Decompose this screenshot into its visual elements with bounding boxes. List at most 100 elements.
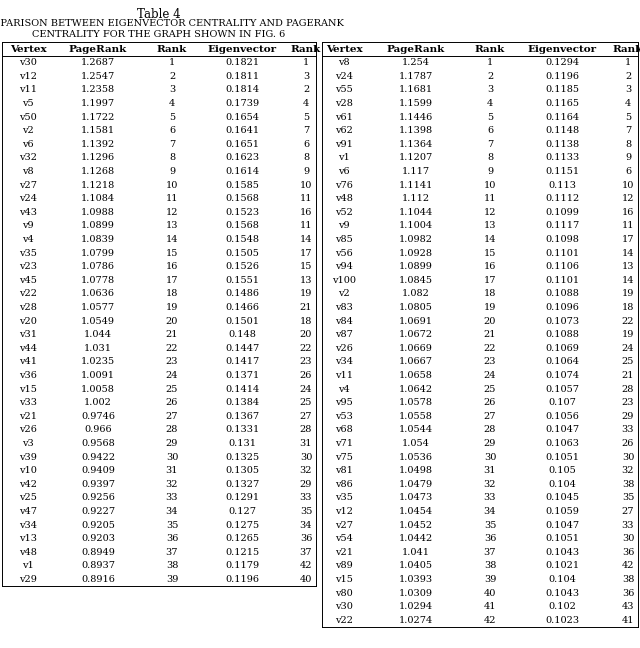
Text: 35: 35 (622, 494, 634, 502)
Text: v15: v15 (19, 385, 37, 394)
Text: 38: 38 (622, 575, 634, 584)
Text: v1: v1 (338, 154, 350, 163)
Text: 0.1294: 0.1294 (545, 58, 579, 67)
Text: 1.0235: 1.0235 (81, 358, 115, 367)
Text: 29: 29 (166, 439, 178, 448)
Text: 1.0642: 1.0642 (399, 385, 433, 394)
Text: 9: 9 (487, 167, 493, 176)
Text: 0.1466: 0.1466 (225, 303, 259, 312)
Text: 0.104: 0.104 (548, 575, 576, 584)
Text: 18: 18 (622, 303, 634, 312)
Text: 22: 22 (621, 317, 634, 326)
Text: 2: 2 (169, 72, 175, 81)
Text: 11: 11 (300, 194, 312, 203)
Text: v50: v50 (19, 113, 37, 122)
Text: 1.0393: 1.0393 (399, 575, 433, 584)
Text: 0.8937: 0.8937 (81, 562, 115, 570)
Text: v29: v29 (19, 575, 37, 584)
Text: v48: v48 (19, 548, 37, 557)
Text: 1.0309: 1.0309 (399, 588, 433, 597)
Text: 0.1148: 0.1148 (545, 126, 579, 135)
Text: 1.041: 1.041 (402, 548, 430, 557)
Text: v48: v48 (335, 194, 353, 203)
Text: 1.0636: 1.0636 (81, 290, 115, 299)
Text: 21: 21 (300, 303, 312, 312)
Text: 0.1548: 0.1548 (225, 235, 259, 244)
Text: 0.9256: 0.9256 (81, 494, 115, 502)
Text: 34: 34 (166, 507, 179, 516)
Text: v56: v56 (335, 249, 353, 258)
Text: v21: v21 (19, 412, 37, 421)
Text: 24: 24 (484, 371, 496, 380)
Text: 4: 4 (169, 99, 175, 108)
Text: CENTRALITY FOR THE GRAPH SHOWN IN FIG. 6: CENTRALITY FOR THE GRAPH SHOWN IN FIG. 6 (33, 30, 285, 39)
Text: 23: 23 (166, 358, 179, 367)
Text: 25: 25 (622, 358, 634, 367)
Text: v15: v15 (335, 575, 353, 584)
Text: 33: 33 (166, 494, 179, 502)
Text: 1.0549: 1.0549 (81, 317, 115, 326)
Text: 32: 32 (621, 467, 634, 475)
Text: 26: 26 (484, 399, 496, 408)
Text: 1.1364: 1.1364 (399, 140, 433, 149)
Text: 1.0982: 1.0982 (399, 235, 433, 244)
Text: 7: 7 (169, 140, 175, 149)
Text: 20: 20 (166, 317, 178, 326)
Text: 0.113: 0.113 (548, 181, 576, 190)
Text: 10: 10 (300, 181, 312, 190)
Text: 26: 26 (166, 399, 178, 408)
Text: 0.1043: 0.1043 (545, 588, 579, 597)
Text: v33: v33 (19, 399, 37, 408)
Text: 3: 3 (169, 86, 175, 95)
Text: 25: 25 (484, 385, 496, 394)
Text: v22: v22 (335, 616, 353, 625)
Text: v53: v53 (335, 412, 353, 421)
Text: v1: v1 (22, 562, 34, 570)
Text: v21: v21 (335, 548, 353, 557)
Text: 17: 17 (484, 276, 496, 285)
Text: 1.0928: 1.0928 (399, 249, 433, 258)
Text: 0.1568: 0.1568 (225, 194, 259, 203)
Text: v23: v23 (19, 262, 37, 272)
Text: 0.1088: 0.1088 (545, 330, 579, 340)
Text: 16: 16 (622, 208, 634, 217)
Text: v5: v5 (22, 99, 34, 108)
Text: 1.002: 1.002 (84, 399, 112, 408)
Text: 19: 19 (484, 303, 496, 312)
Text: Rank: Rank (475, 45, 505, 54)
Text: Vertex: Vertex (10, 45, 46, 54)
Text: v35: v35 (19, 249, 37, 258)
Text: 2: 2 (625, 72, 631, 81)
Text: 16: 16 (300, 208, 312, 217)
Text: 0.8949: 0.8949 (81, 548, 115, 557)
Text: 1.254: 1.254 (402, 58, 430, 67)
Text: 1.2687: 1.2687 (81, 58, 115, 67)
Text: 32: 32 (300, 467, 312, 475)
Text: 11: 11 (484, 194, 496, 203)
Text: 1.0473: 1.0473 (399, 494, 433, 502)
Text: 21: 21 (484, 330, 496, 340)
Text: 14: 14 (300, 235, 312, 244)
Text: 0.1739: 0.1739 (225, 99, 259, 108)
Text: 1.117: 1.117 (402, 167, 430, 176)
Text: 42: 42 (300, 562, 312, 570)
Text: 1.1004: 1.1004 (399, 222, 433, 231)
Text: v3: v3 (22, 439, 34, 448)
Text: v62: v62 (335, 126, 353, 135)
Text: v83: v83 (335, 303, 353, 312)
Text: 0.1179: 0.1179 (225, 562, 259, 570)
Text: 9: 9 (169, 167, 175, 176)
Text: v30: v30 (335, 602, 353, 611)
Text: 17: 17 (166, 276, 179, 285)
Text: 36: 36 (484, 535, 496, 543)
Text: 8: 8 (487, 154, 493, 163)
Text: v44: v44 (19, 344, 37, 353)
Text: 0.1371: 0.1371 (225, 371, 259, 380)
Text: 14: 14 (166, 235, 179, 244)
Text: 7: 7 (625, 126, 631, 135)
Text: 35: 35 (484, 521, 496, 529)
Text: 2: 2 (487, 72, 493, 81)
Text: v95: v95 (335, 399, 353, 408)
Text: 0.1133: 0.1133 (545, 154, 579, 163)
Text: 0.9746: 0.9746 (81, 412, 115, 421)
